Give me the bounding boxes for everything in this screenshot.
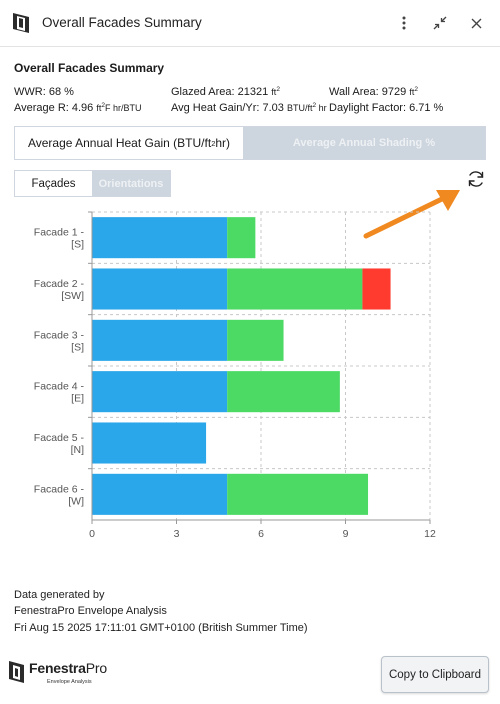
refresh-icon[interactable] (466, 169, 486, 189)
category-label: [E] (71, 393, 84, 405)
category-label: Facade 3 - (34, 329, 85, 341)
facades-toggle[interactable]: Façades (15, 171, 92, 196)
footer-line-2: FenestraPro Envelope Analysis (14, 605, 167, 617)
bar-segment (92, 473, 228, 515)
category-label: [N] (71, 444, 85, 456)
close-icon (471, 18, 481, 28)
copy-to-clipboard-button[interactable]: Copy to Clipboard (381, 656, 489, 693)
more-vertical-icon (402, 16, 406, 30)
average-r-value: Average R: 4.96 ft2F hr/BTU (14, 102, 142, 114)
footer-line-1: Data generated by (14, 589, 105, 601)
bar-segment (227, 371, 340, 413)
category-label: [S] (71, 239, 84, 251)
tab-shading[interactable]: Average Annual Shading % (243, 127, 485, 159)
footer-timestamp: Fri Aug 15 2025 17:11:01 GMT+0100 (Briti… (14, 622, 308, 634)
heat-gain-chart: Facade 1 -[S]Facade 2 -[SW]Facade 3 -[S]… (34, 211, 436, 540)
metric-tabs: Average Annual Heat Gain (BTU/ft 2 hr) Av… (14, 126, 486, 160)
bar-segment (227, 473, 369, 515)
logo-tagline: Envelope Analysis (47, 679, 92, 685)
category-label: Facade 2 - (34, 278, 85, 290)
category-label: [W] (68, 495, 84, 507)
bar-segment (227, 217, 256, 259)
tab-heat-gain[interactable]: Average Annual Heat Gain (BTU/ft 2 hr) (15, 127, 243, 159)
orientations-toggle[interactable]: Orientations (92, 171, 170, 196)
title-bar: Overall Facades Summary (0, 0, 500, 47)
bar-segment (362, 268, 391, 310)
bar-segment (92, 319, 228, 361)
bar-segment (92, 422, 207, 464)
pointer-arrow (363, 190, 460, 239)
x-tick-label: 0 (89, 528, 95, 540)
fenestrapro-logo: FenestraPro Envelope Analysis (9, 660, 119, 692)
minimize-button[interactable] (430, 13, 450, 33)
app-logo-icon (13, 13, 29, 33)
category-label: Facade 1 - (34, 227, 85, 239)
more-options-button[interactable] (394, 13, 414, 33)
x-tick-label: 3 (174, 528, 180, 540)
grouping-toggle: Façades Orientations (14, 170, 171, 197)
minimize-icon (433, 16, 447, 30)
x-tick-label: 9 (343, 528, 349, 540)
window-title: Overall Facades Summary (42, 15, 202, 30)
category-label: Facade 5 - (34, 432, 85, 444)
bar-segment (227, 268, 363, 310)
category-label: Facade 4 - (34, 381, 85, 393)
summary-heading: Overall Facades Summary (14, 61, 165, 75)
daylight-factor-value: Daylight Factor: 6.71 % (329, 102, 444, 114)
bar-segment (92, 217, 228, 259)
glazed-area-value: Glazed Area: 21321 ft2 (171, 86, 280, 98)
wall-area-value: Wall Area: 9729 ft2 (329, 86, 418, 98)
close-button[interactable] (466, 13, 486, 33)
avg-heat-gain-value: Avg Heat Gain/Yr: 7.03 BTU/ft2 hr (171, 102, 327, 114)
bar-segment (92, 371, 228, 413)
category-label: [SW] (61, 290, 84, 302)
fenestrapro-logo-icon (9, 661, 24, 683)
wwr-value: WWR: 68 % (14, 86, 74, 98)
category-label: Facade 6 - (34, 483, 85, 495)
bar-segment (92, 268, 228, 310)
x-tick-label: 12 (424, 528, 436, 540)
bar-segment (227, 319, 284, 361)
x-tick-label: 6 (258, 528, 264, 540)
logo-wordmark: FenestraPro (29, 660, 107, 676)
category-label: [S] (71, 341, 84, 353)
